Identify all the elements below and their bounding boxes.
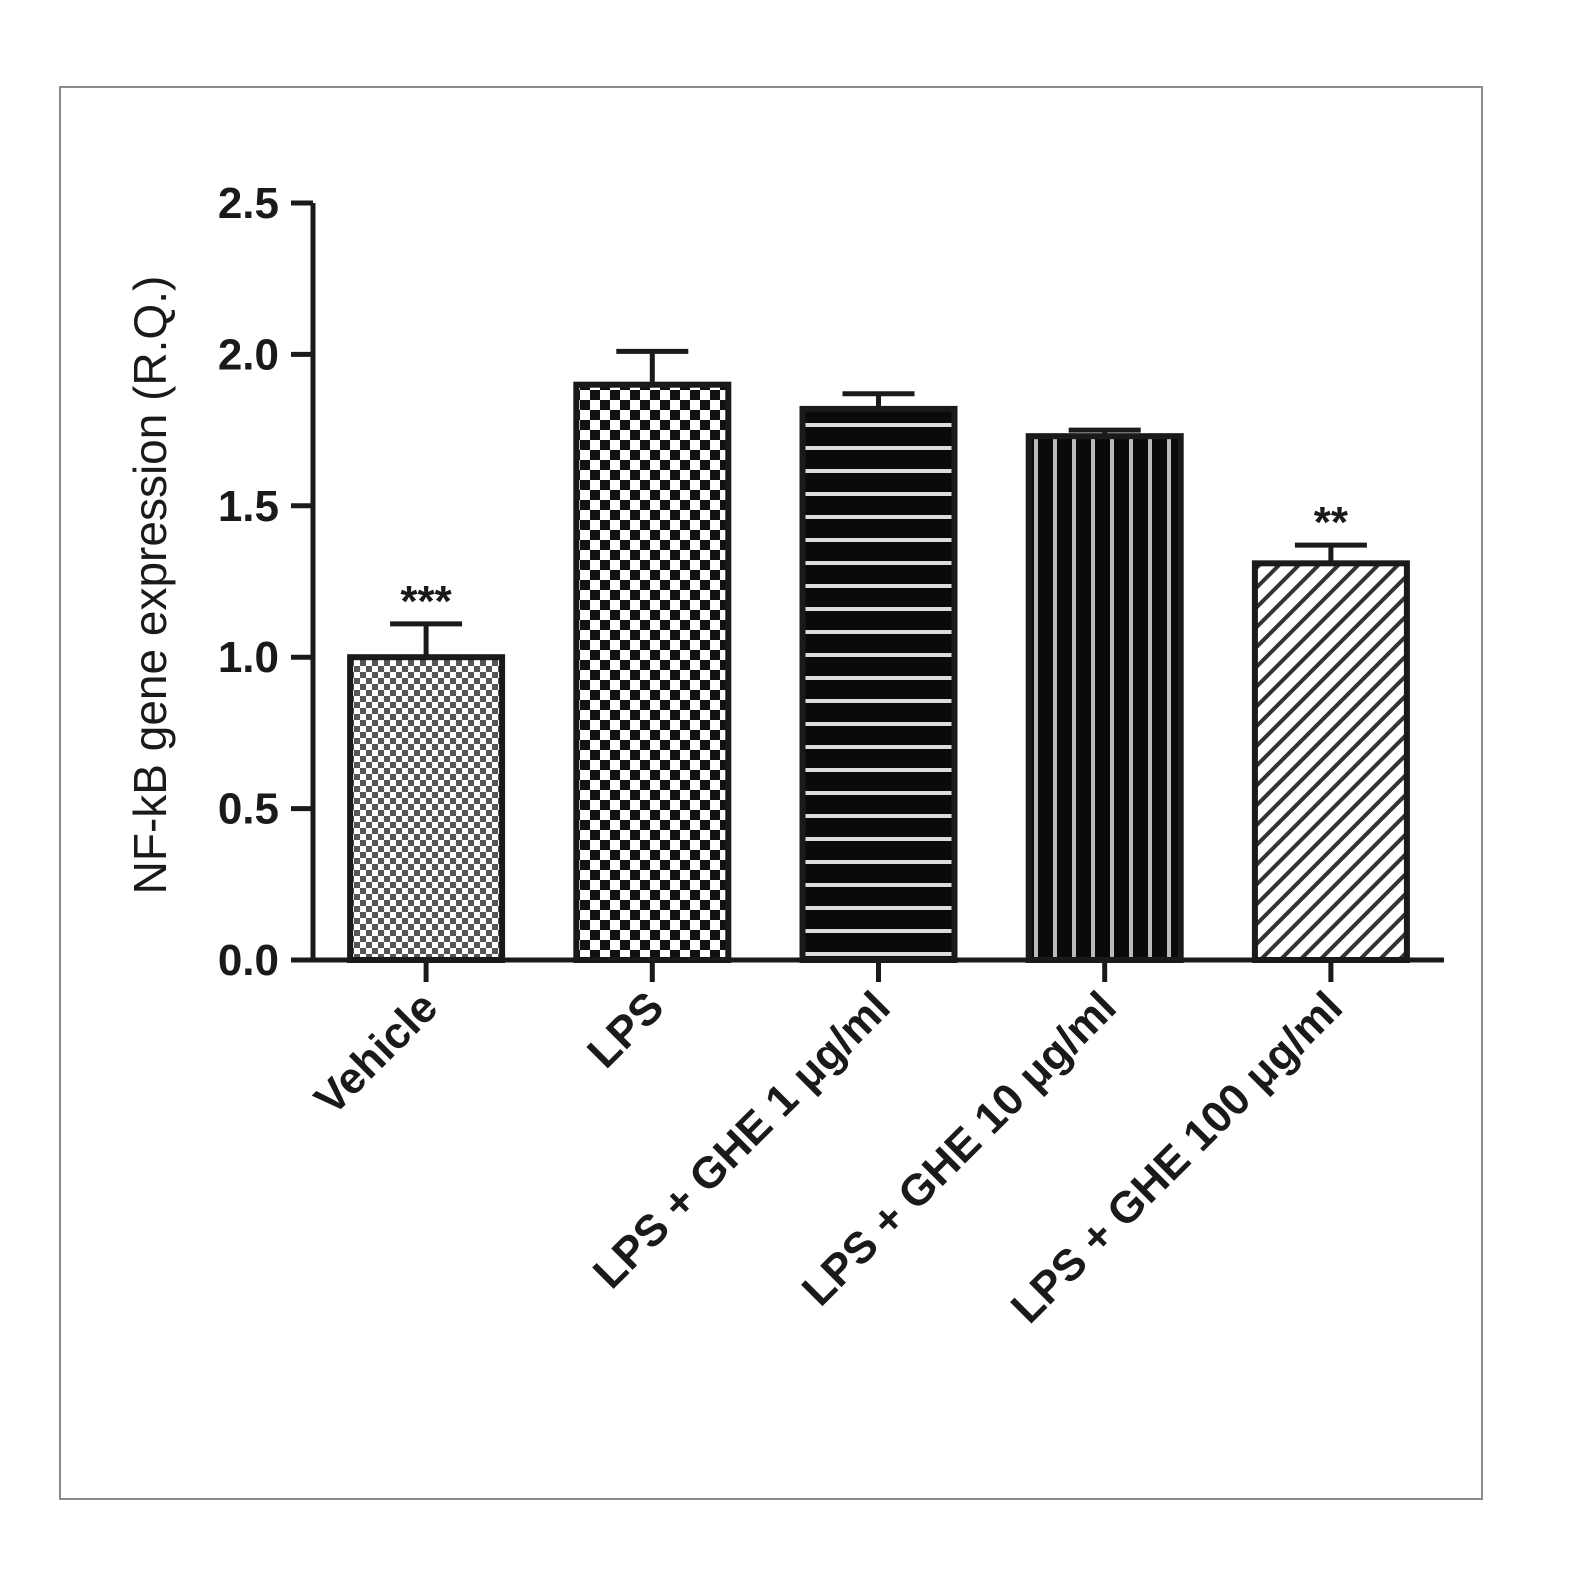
y-tick-label: 0.0: [218, 936, 279, 985]
bar-1: [573, 381, 732, 963]
figure-frame: [59, 86, 1483, 1500]
y-tick-label: 2.5: [218, 179, 279, 228]
significance-label: **: [1314, 498, 1349, 547]
bars-group: *****: [347, 348, 1410, 963]
bar-3: [1025, 433, 1184, 963]
bar-0: [347, 654, 506, 963]
y-axis-title: NF-kB gene expression (R.Q.): [124, 276, 176, 895]
x-tick-label: LPS: [578, 982, 673, 1077]
bar-2: [799, 405, 958, 963]
y-tick-label: 0.5: [218, 785, 279, 834]
y-tick-label: 1.5: [218, 482, 279, 531]
significance-label: ***: [400, 577, 452, 626]
y-tick-label: 2.0: [218, 330, 279, 379]
y-tick-label: 1.0: [218, 633, 279, 682]
y-axis-ticks: 0.0 0.5 1.0 1.5 2.0 2.5: [218, 179, 313, 985]
bar-4: [1251, 560, 1410, 963]
x-tick-label: Vehicle: [305, 982, 447, 1124]
